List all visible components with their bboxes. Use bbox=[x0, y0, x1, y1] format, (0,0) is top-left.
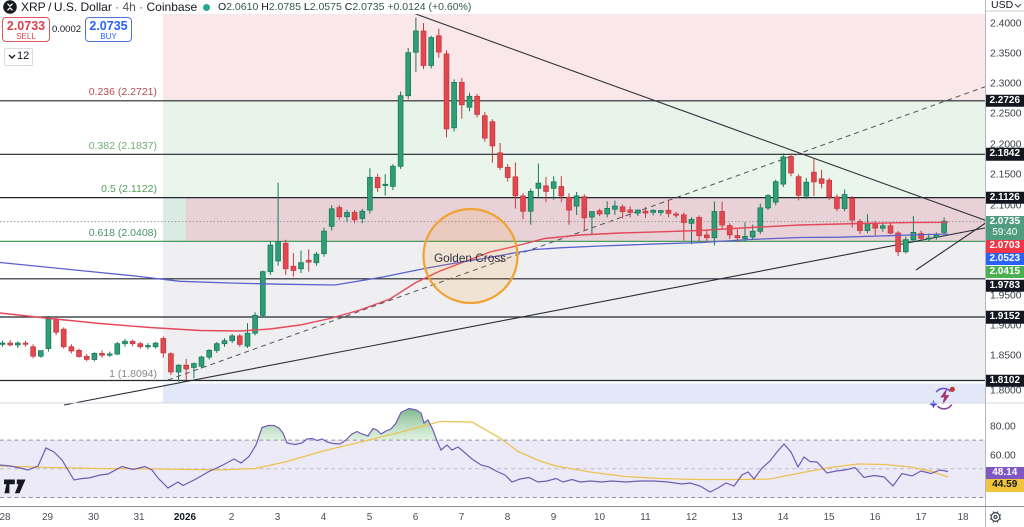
svg-text:Golden Cross: Golden Cross bbox=[434, 251, 506, 265]
